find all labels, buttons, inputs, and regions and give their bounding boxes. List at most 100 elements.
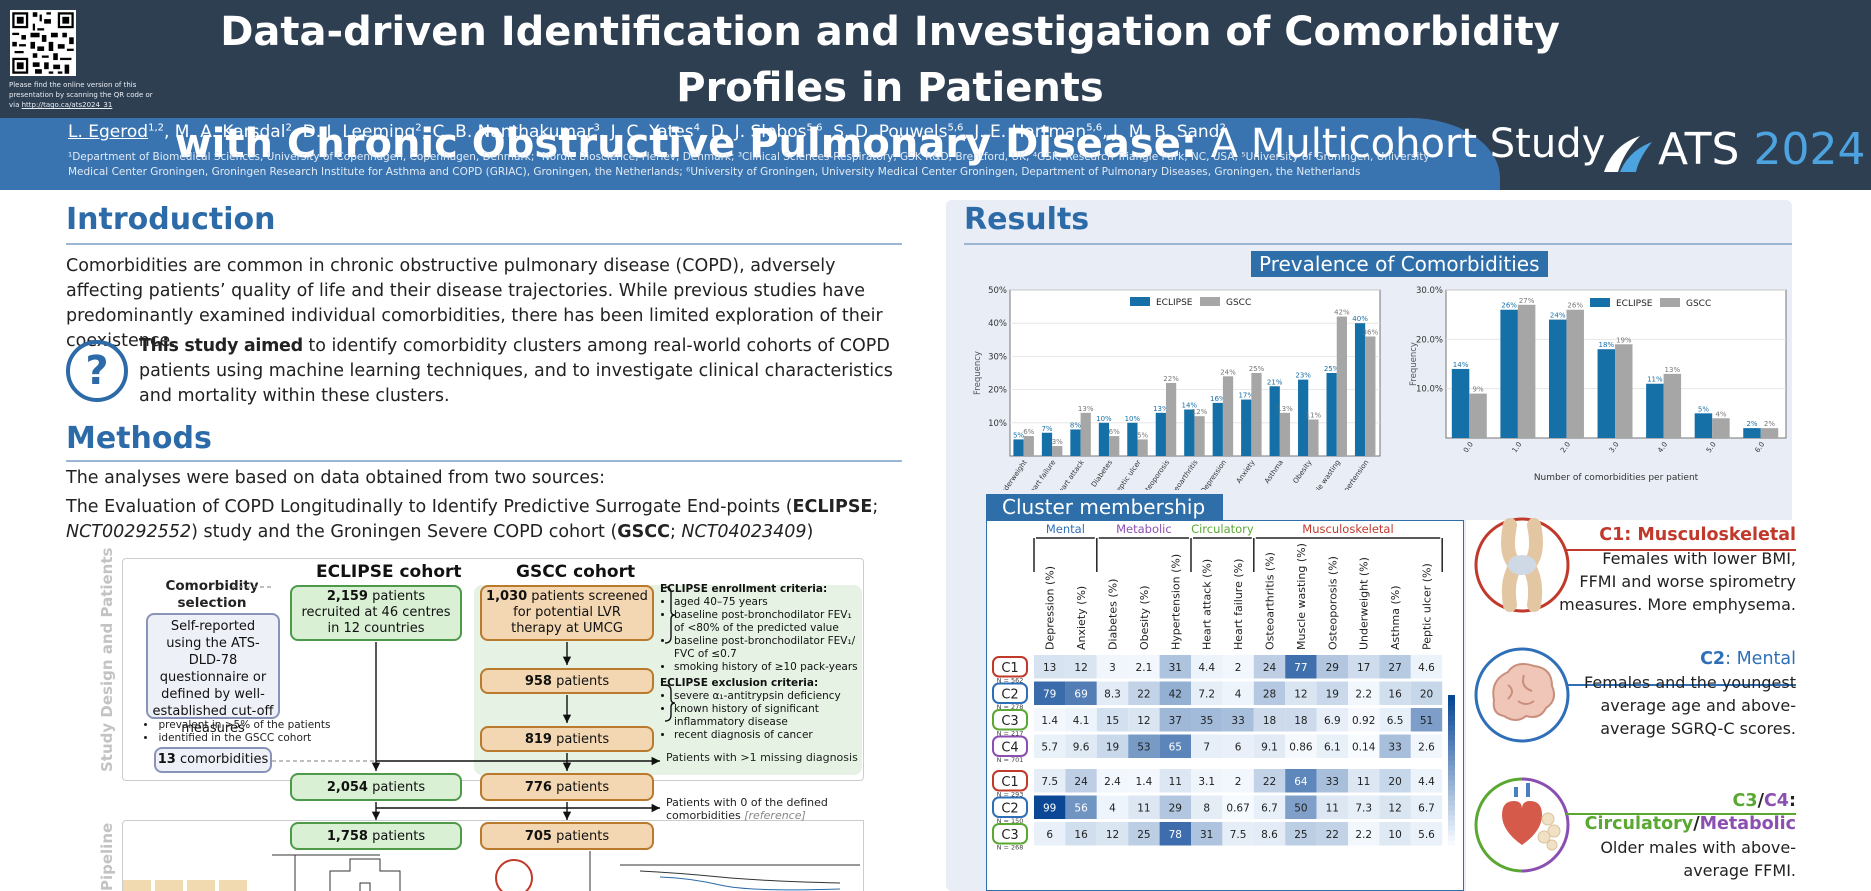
y-tick-label: 10%	[988, 419, 1007, 429]
y-tick-label: 50%	[988, 286, 1007, 296]
bar-data-label: 27%	[1519, 297, 1535, 305]
heatmap-cell-value: 29	[1169, 802, 1182, 814]
bar-eclipse	[1298, 379, 1309, 456]
cluster-badge	[992, 823, 1028, 845]
bar-eclipse	[1013, 439, 1024, 456]
scale-step	[1448, 825, 1455, 831]
exclusion-zero-comorbidities: Patients with 0 of the defined comorbidit…	[666, 796, 828, 822]
enrollment-criterion: smoking history of ≥10 pack-years	[674, 661, 860, 674]
heatmap-cell	[1316, 708, 1348, 732]
heatmap-cell-value: 64	[1294, 776, 1308, 788]
heatmap-cell	[1222, 734, 1254, 758]
scale-step	[1448, 745, 1455, 751]
heatmap-cell	[1253, 795, 1286, 819]
bar-data-label: 16%	[1210, 395, 1226, 403]
cluster-label: C3	[1001, 828, 1018, 843]
bar-gscc	[1517, 304, 1536, 438]
heatmap-column-label: Muscle wasting (%)	[1295, 543, 1308, 650]
heatmap-cell-value: 11	[1137, 802, 1150, 814]
cluster-label: C3	[1001, 714, 1018, 729]
heatmap-cell-value: 33	[1231, 715, 1244, 727]
results-rule	[964, 243, 1792, 245]
scale-step	[1448, 730, 1455, 736]
heatmap-cell-value: 4.4	[1198, 662, 1215, 674]
heatmap-cell	[1065, 708, 1097, 732]
qr-link[interactable]: http://tago.ca/ats2024_31	[21, 101, 113, 109]
enrollment-criterion: aged 40–75 years	[674, 596, 860, 609]
heatmap-column-label: Anxiety (%)	[1075, 586, 1088, 650]
bar-eclipse	[1212, 402, 1223, 456]
methods-sources: The Evaluation of COPD Longitudinally to…	[66, 497, 879, 542]
bar-data-label: 25%	[1324, 365, 1340, 373]
heatmap-cell-value: 24	[1263, 662, 1277, 674]
heatmap-cell-value: 27	[1388, 662, 1401, 674]
heatmap-cell	[1222, 822, 1254, 846]
heatmap-cell-value: 2.2	[1355, 829, 1372, 841]
x-axis-label: Number of comorbidities per patient	[1534, 473, 1699, 483]
scale-step	[1448, 820, 1455, 826]
y-axis-label: Frequency	[1409, 342, 1419, 386]
heatmap-group-label: Musculoskeletal	[1302, 522, 1393, 536]
heatmap-cell-value: 11	[1169, 776, 1182, 788]
heatmap-cell	[1253, 769, 1286, 793]
author: , J. C. Yates4	[599, 122, 700, 142]
musculoskeletal-knee-icon	[1474, 517, 1570, 613]
study-design-side-label: Study Design and Patients	[98, 547, 116, 772]
author: , S. D. Pouwels5,6	[822, 122, 964, 142]
heatmap-cell-value: 10	[1388, 829, 1401, 841]
heatmap-cell	[1159, 708, 1191, 732]
bar-data-label: 18%	[1599, 341, 1615, 349]
bar-gscc	[1052, 446, 1063, 456]
heatmap-cell	[1065, 822, 1097, 846]
scale-step	[1448, 780, 1455, 786]
bar-data-label: 13%	[1665, 366, 1681, 374]
gscc-cohort-header: GSCC cohort	[516, 562, 636, 582]
heatmap-cell	[1348, 769, 1380, 793]
heatmap-cell-value: 33	[1326, 776, 1339, 788]
heatmap-cell	[1159, 795, 1191, 819]
heatmap-cell	[1191, 795, 1223, 819]
header-blue-band	[0, 118, 1500, 190]
bar-gscc	[1222, 376, 1234, 456]
comorbidity-criteria-list: prevalent in >5% of the patients identif…	[144, 719, 331, 745]
heatmap-cell	[1348, 734, 1380, 758]
poster-header: Please find the online version of this p…	[0, 0, 1871, 190]
bar-data-label: 14%	[1182, 402, 1198, 410]
legend-entry: GSCC	[1686, 299, 1711, 309]
legend-swatch	[1130, 297, 1150, 306]
bar-gscc	[1080, 412, 1091, 456]
heatmap-cell-value: 0.86	[1289, 741, 1313, 753]
heatmap-cell	[1065, 795, 1097, 819]
eclipse-cohort-header: ECLIPSE cohort	[316, 562, 462, 582]
heatmap-cell	[1034, 655, 1066, 679]
bar-data-label: 5%	[1013, 431, 1024, 439]
bar-eclipse	[1070, 429, 1081, 456]
heatmap-cell-value: 31	[1169, 662, 1182, 674]
heatmap-cell-value: 7.2	[1198, 688, 1215, 700]
heatmap-cell-value: 31	[1200, 829, 1213, 841]
gscc-819-box: 819 patients	[480, 726, 654, 752]
legend-entry: GSCC	[1226, 298, 1251, 308]
qr-code-icon[interactable]	[10, 10, 76, 76]
heatmap-cell	[1096, 795, 1129, 819]
bar-eclipse	[1127, 422, 1138, 456]
bar-data-label: 14%	[1453, 361, 1469, 369]
heatmap-cell	[1222, 681, 1254, 705]
bar-gscc	[1109, 436, 1120, 456]
qr-note: Please find the online version of this p…	[9, 81, 153, 109]
eclipse-2054-box: 2,054 patients	[290, 773, 462, 801]
heatmap-cell	[1316, 681, 1348, 705]
scale-step	[1448, 755, 1455, 761]
heatmap-cell-value: 42	[1169, 688, 1182, 700]
c2-description: C2: Mental Females and the youngest aver…	[1540, 648, 1796, 740]
bar-data-label: 36%	[1363, 328, 1379, 336]
heatmap-cell-value: 9.1	[1261, 741, 1278, 753]
c1-title: C1: Musculoskeletal	[1599, 525, 1796, 545]
heatmap-cell-value: 15	[1106, 715, 1119, 727]
bar-data-label: 6%	[1023, 428, 1034, 436]
x-tick-label: Osteoporosis	[1139, 458, 1172, 490]
introduction-rule	[66, 243, 902, 245]
heatmap-cell-value: 2.6	[1418, 741, 1435, 753]
heatmap-cell-value: 2.4	[1104, 776, 1121, 788]
